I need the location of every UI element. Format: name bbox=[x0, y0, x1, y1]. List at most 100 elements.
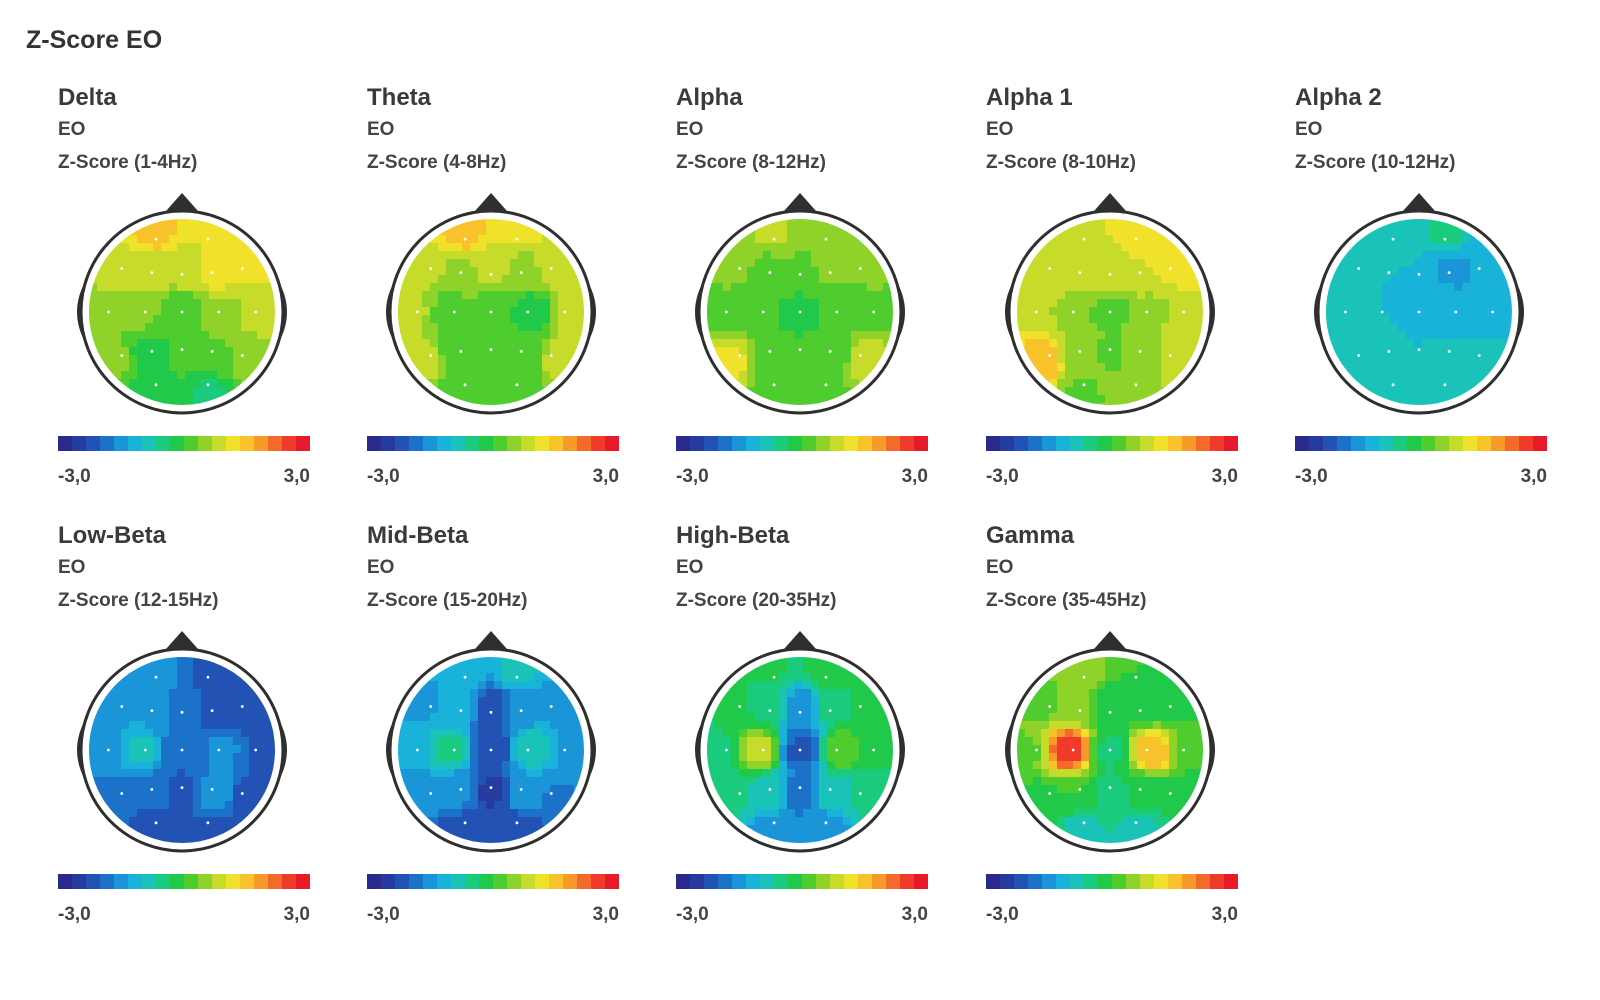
heatmap-cell bbox=[1478, 283, 1487, 292]
heatmap-cell bbox=[755, 697, 764, 706]
heatmap-cell bbox=[1073, 801, 1082, 810]
electrode-point bbox=[1491, 310, 1495, 314]
heatmap-cell bbox=[1438, 291, 1447, 300]
heatmap-cell bbox=[145, 363, 154, 372]
heatmap-cell bbox=[1334, 291, 1343, 300]
heatmap-cell bbox=[1502, 331, 1511, 340]
heatmap-cell bbox=[1454, 299, 1463, 308]
heatmap-cell bbox=[438, 777, 447, 786]
heatmap-cell bbox=[462, 761, 471, 770]
heatmap-cell bbox=[1398, 259, 1407, 268]
heatmap-cell bbox=[859, 283, 868, 292]
heatmap-cell bbox=[398, 299, 407, 308]
heatmap-cell bbox=[1105, 825, 1114, 834]
heatmap-cell bbox=[137, 235, 146, 244]
colorbar-segment bbox=[72, 436, 86, 451]
heatmap-cell bbox=[1145, 737, 1154, 746]
heatmap-cell bbox=[795, 713, 804, 722]
heatmap-cell bbox=[502, 705, 511, 714]
heatmap-cell bbox=[438, 371, 447, 380]
heatmap-cell bbox=[526, 339, 535, 348]
heatmap-cell bbox=[1478, 323, 1487, 332]
heatmap-cell bbox=[787, 753, 796, 762]
heatmap-cell bbox=[731, 793, 740, 802]
heatmap-cell bbox=[201, 729, 210, 738]
heatmap-cell bbox=[1049, 379, 1058, 388]
heatmap-cell bbox=[835, 331, 844, 340]
electrode-point bbox=[180, 348, 184, 352]
heatmap-cell bbox=[1145, 729, 1154, 738]
heatmap-cell bbox=[1057, 275, 1066, 284]
heatmap-cell bbox=[1113, 721, 1122, 730]
heatmap-cell bbox=[201, 323, 210, 332]
heatmap-cell bbox=[1153, 825, 1162, 834]
heatmap-cell bbox=[843, 801, 852, 810]
heatmap-cell bbox=[502, 235, 511, 244]
heatmap-cell bbox=[715, 705, 724, 714]
heatmap-cell bbox=[265, 299, 274, 308]
heatmap-cell bbox=[542, 267, 551, 276]
heatmap-cell bbox=[779, 777, 788, 786]
electrode-point bbox=[1134, 383, 1138, 387]
heatmap-cell bbox=[542, 379, 551, 388]
heatmap-cell bbox=[534, 801, 543, 810]
heatmap-cell bbox=[1049, 689, 1058, 698]
heatmap-cell bbox=[811, 259, 820, 268]
electrode-point bbox=[210, 349, 214, 353]
heatmap-cell bbox=[843, 681, 852, 690]
heatmap-cell bbox=[502, 745, 511, 754]
heatmap-cell bbox=[201, 395, 210, 404]
colorbar-segment bbox=[1168, 874, 1182, 889]
heatmap-cell bbox=[177, 729, 186, 738]
heatmap-cell bbox=[787, 673, 796, 682]
heatmap-cell bbox=[470, 809, 479, 818]
heatmap-cell bbox=[1129, 833, 1138, 842]
heatmap-cell bbox=[201, 315, 210, 324]
heatmap-cell bbox=[454, 697, 463, 706]
heatmap-cell bbox=[787, 331, 796, 340]
heatmap-cell bbox=[1073, 331, 1082, 340]
colorbar-segment bbox=[1351, 436, 1365, 451]
heatmap-cell bbox=[113, 243, 122, 252]
heatmap-cell bbox=[201, 379, 210, 388]
heatmap-cell bbox=[739, 379, 748, 388]
electrode-point bbox=[120, 354, 124, 357]
heatmap-cell bbox=[723, 761, 732, 770]
electrode-point bbox=[828, 787, 832, 791]
heatmap-cell bbox=[1201, 299, 1203, 308]
heatmap-cell bbox=[867, 331, 876, 340]
heatmap-cell bbox=[209, 299, 218, 308]
heatmap-cell bbox=[470, 395, 479, 404]
heatmap-cell bbox=[1105, 737, 1114, 746]
heatmap-cell bbox=[257, 315, 266, 324]
heatmap-cell bbox=[257, 283, 266, 292]
heatmap-cell bbox=[129, 761, 138, 770]
heatmap-cell bbox=[891, 753, 893, 762]
colorbar-segment bbox=[395, 874, 409, 889]
heatmap-cell bbox=[414, 339, 423, 348]
heatmap-cell bbox=[875, 275, 884, 284]
heatmap-cell bbox=[747, 681, 756, 690]
heatmap-cell bbox=[1081, 665, 1090, 674]
heatmap-cell bbox=[185, 673, 194, 682]
heatmap-cell bbox=[1177, 267, 1186, 276]
heatmap-cell bbox=[518, 267, 527, 276]
heatmap-cell bbox=[438, 275, 447, 284]
heatmap-cell bbox=[1177, 307, 1186, 316]
heatmap-cell bbox=[1438, 363, 1447, 372]
heatmap-cell bbox=[249, 331, 258, 340]
heatmap-cell bbox=[1185, 307, 1194, 316]
heatmap-cell bbox=[241, 689, 250, 698]
heatmap-cell bbox=[185, 793, 194, 802]
heatmap-cell bbox=[803, 729, 812, 738]
heatmap-cell bbox=[843, 371, 852, 380]
heatmap-cell bbox=[731, 347, 740, 356]
heatmap-cell bbox=[787, 809, 796, 818]
colorbar-segment bbox=[788, 436, 802, 451]
heatmap-cell bbox=[755, 681, 764, 690]
heatmap-cell bbox=[1137, 761, 1146, 770]
heatmap-cell bbox=[811, 809, 820, 818]
heatmap-cell bbox=[177, 753, 186, 762]
heatmap-cell bbox=[843, 259, 852, 268]
heatmap-cell bbox=[201, 777, 210, 786]
